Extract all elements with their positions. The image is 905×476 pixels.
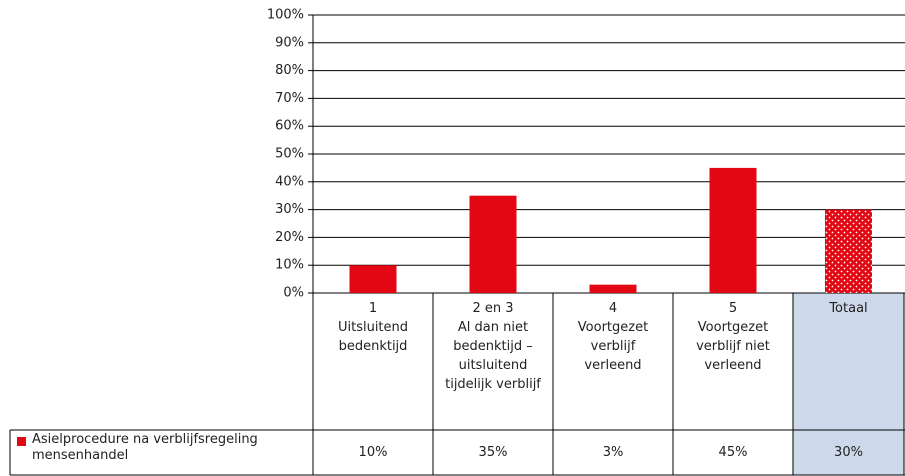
bar [589, 284, 637, 293]
x-category-label: 1 Uitsluitend bedenktijd [337, 301, 409, 354]
x-category-label: Totaal [829, 301, 868, 316]
y-tick-label: 50% [275, 147, 304, 162]
value-label: 3% [602, 445, 624, 460]
y-tick-label: 60% [275, 119, 304, 134]
y-tick-label: 70% [275, 91, 304, 106]
legend-swatch [17, 437, 26, 446]
y-tick-label: 40% [275, 174, 304, 189]
y-tick-label: 0% [283, 286, 304, 301]
x-category-label: 4 Voortgezet verblijf verleend [577, 301, 649, 373]
y-tick-label: 90% [275, 35, 304, 50]
x-category-label: 2 en 3 Al dan niet bedenktijd – uitsluit… [445, 301, 541, 392]
bar [349, 265, 397, 293]
legend-label: Asielprocedure na verblijfsregeling mens… [32, 432, 258, 463]
y-tick-label: 10% [275, 258, 304, 273]
bar [469, 195, 517, 293]
value-label: 45% [718, 445, 748, 460]
y-tick-label: 80% [275, 63, 304, 78]
value-label: 35% [478, 445, 508, 460]
y-tick-label: 20% [275, 230, 304, 245]
value-label: 30% [834, 445, 863, 460]
bar [825, 209, 872, 293]
x-category-label: 5 Voortgezet verblijf niet verleend [696, 301, 770, 373]
bar [709, 167, 757, 293]
y-tick-label: 30% [275, 202, 304, 217]
y-tick-label: 100% [267, 8, 304, 23]
highlight-bg [793, 293, 904, 475]
value-label: 10% [358, 445, 388, 460]
